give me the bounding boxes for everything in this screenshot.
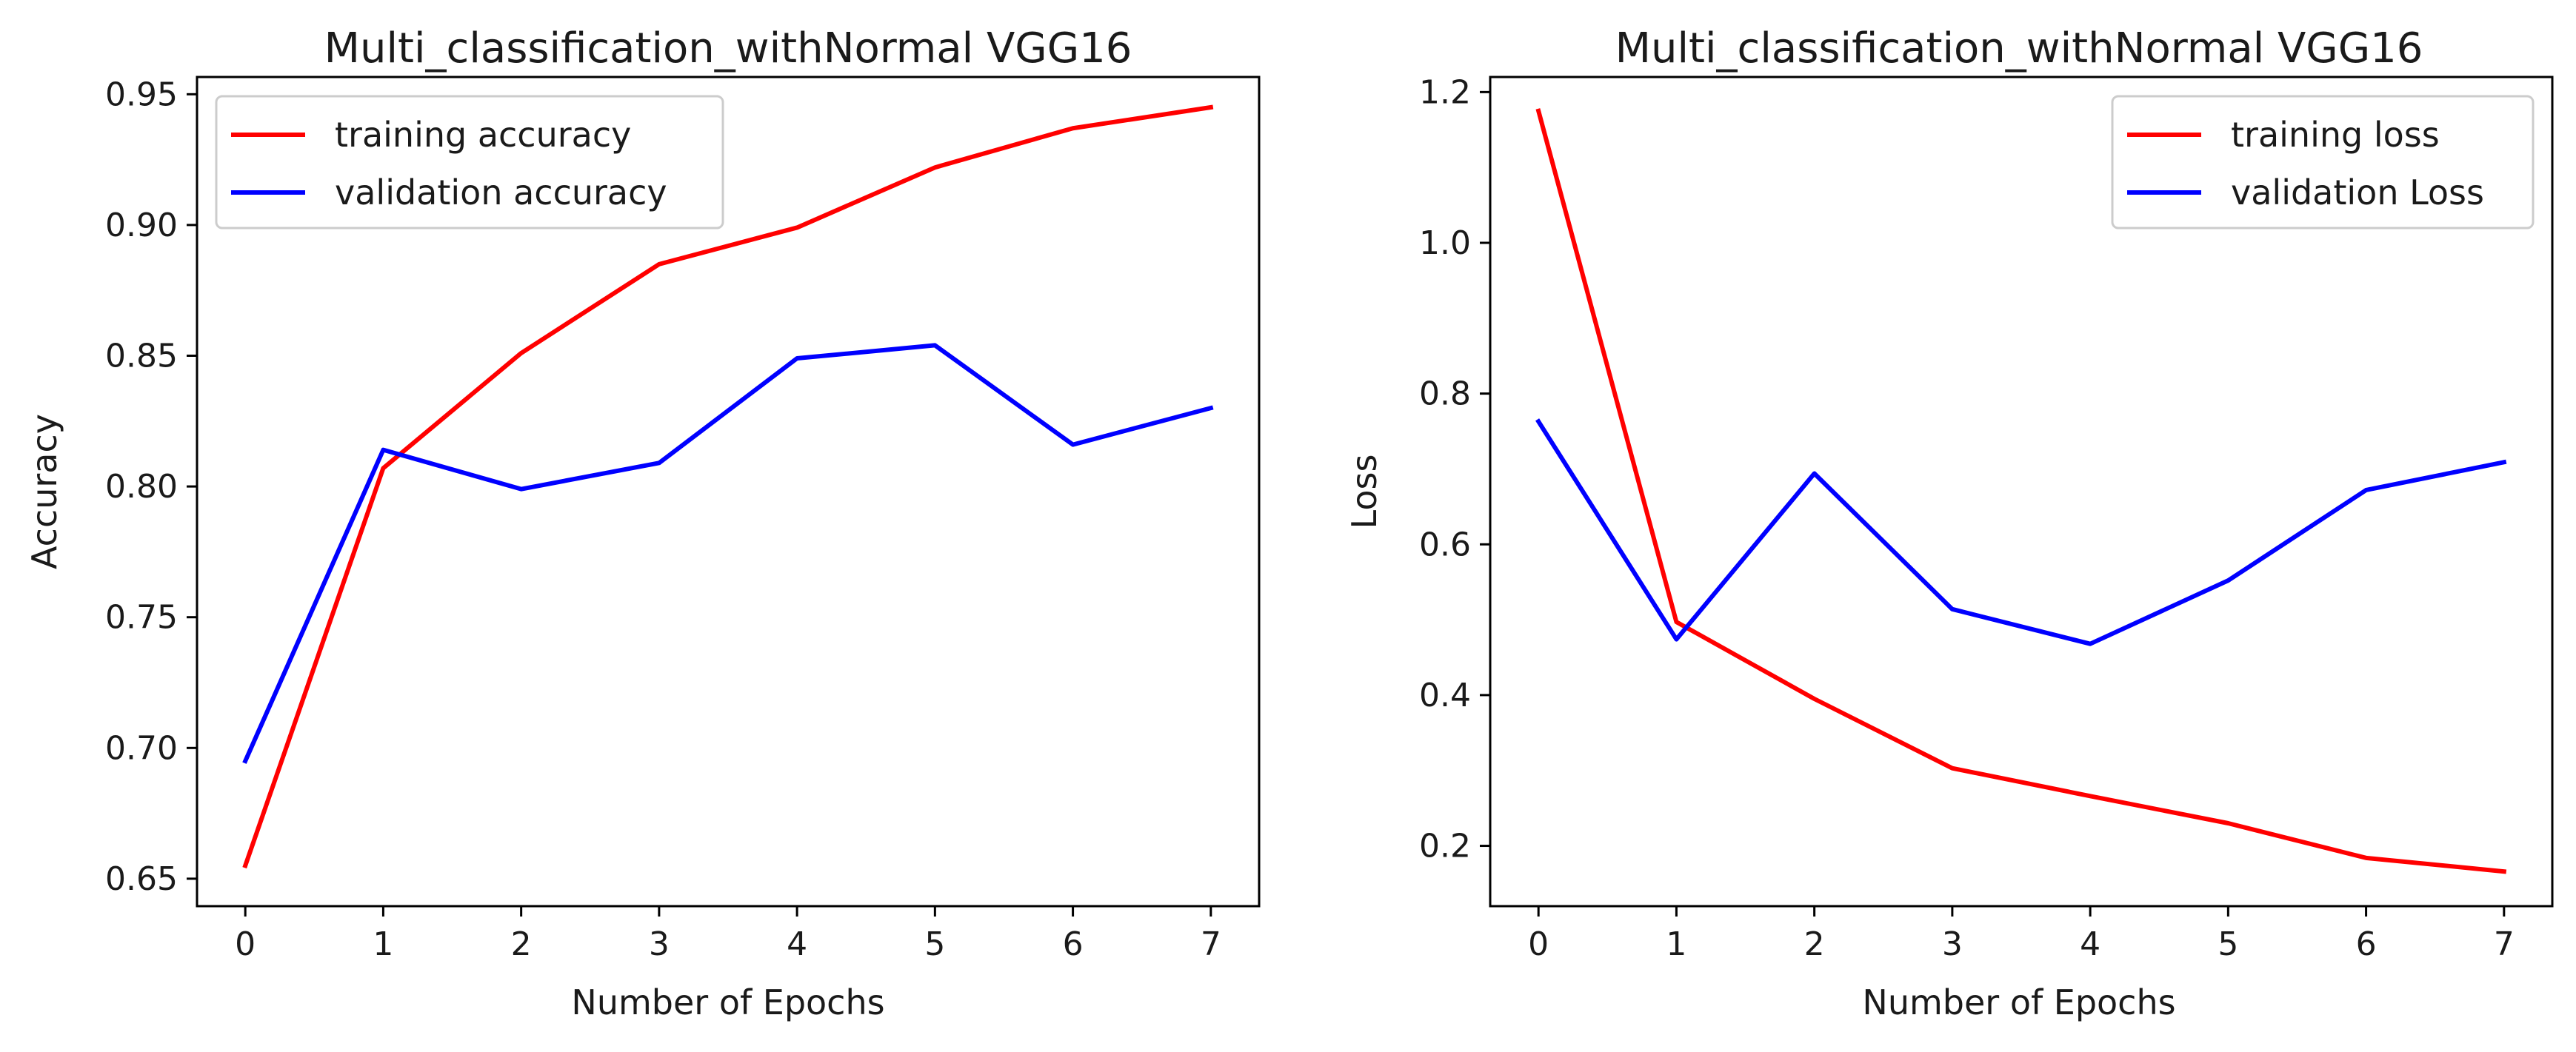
x-axis: 0 1 2 3 4 5 6 7 Number of Epochs <box>235 906 1221 1022</box>
x-tick-label: 0 <box>1528 925 1549 963</box>
x-tick-label: 5 <box>924 925 945 963</box>
y-tick-label: 0.80 <box>105 468 178 506</box>
y-tick-label: 0.70 <box>105 729 178 767</box>
series-group <box>1535 108 2507 874</box>
y-axis: 0.65 0.70 0.75 0.80 0.85 0.90 0.95 Accuracy <box>24 76 197 898</box>
x-tick-label: 4 <box>787 925 807 963</box>
legend-label-training-accuracy: training accuracy <box>335 115 631 155</box>
series-line-validation-accuracy <box>242 343 1214 764</box>
y-tick-label: 0.2 <box>1419 828 1471 865</box>
y-tick-label: 0.6 <box>1419 526 1471 563</box>
plot-area-frame <box>196 76 1261 908</box>
x-tick-label: 2 <box>511 925 532 963</box>
legend: training accuracy validation accuracy <box>215 95 724 230</box>
y-tick-label: 1.0 <box>1419 224 1471 262</box>
y-axis-label: Accuracy <box>24 414 64 569</box>
x-tick-label: 6 <box>2356 925 2377 963</box>
accuracy-chart: Multi_classification_withNormal VGG16 0.… <box>24 24 1261 1022</box>
x-tick-label: 3 <box>1942 925 1963 963</box>
y-tick-label: 0.8 <box>1419 375 1471 413</box>
x-tick-label: 7 <box>1201 925 1221 963</box>
y-axis: 0.2 0.4 0.6 0.8 1.0 1.2 Loss <box>1344 73 1490 865</box>
series-line-training-loss <box>1535 108 2507 874</box>
x-tick-label: 4 <box>2080 925 2100 963</box>
y-axis-label: Loss <box>1344 455 1384 529</box>
x-tick-label: 0 <box>235 925 256 963</box>
x-axis-label: Number of Epochs <box>571 982 884 1022</box>
x-tick-label: 1 <box>1666 925 1686 963</box>
series-group <box>242 104 1214 869</box>
x-tick-label: 3 <box>649 925 670 963</box>
y-tick-label: 0.65 <box>105 860 178 898</box>
y-tick-label: 0.95 <box>105 76 178 113</box>
y-tick-label: 0.90 <box>105 207 178 244</box>
y-tick-label: 0.85 <box>105 338 178 375</box>
legend-label-validation-loss: validation Loss <box>2231 172 2484 212</box>
series-line-validation-loss <box>1535 418 2507 646</box>
y-tick-label: 0.4 <box>1419 677 1471 714</box>
y-tick-label: 1.2 <box>1419 73 1471 111</box>
x-tick-label: 1 <box>373 925 393 963</box>
legend-box <box>2111 95 2535 230</box>
x-tick-label: 7 <box>2494 925 2515 963</box>
legend-label-training-loss: training loss <box>2231 115 2440 155</box>
legend: training loss validation Loss <box>2111 95 2535 230</box>
chart-title: Multi_classification_withNormal VGG16 <box>1615 24 2423 73</box>
x-axis-label: Number of Epochs <box>1862 982 2175 1022</box>
x-tick-label: 5 <box>2218 925 2238 963</box>
loss-chart: Multi_classification_withNormal VGG16 0.… <box>1344 24 2554 1022</box>
series-line-training-accuracy <box>242 104 1214 869</box>
x-tick-label: 2 <box>1804 925 1825 963</box>
chart-title: Multi_classification_withNormal VGG16 <box>324 24 1132 73</box>
legend-box <box>215 95 724 230</box>
plot-area-frame <box>1489 76 2554 908</box>
legend-label-validation-accuracy: validation accuracy <box>335 172 667 212</box>
x-axis: 0 1 2 3 4 5 6 7 Number of Epochs <box>1528 906 2515 1022</box>
y-tick-label: 0.75 <box>105 599 178 637</box>
x-tick-label: 6 <box>1063 925 1084 963</box>
